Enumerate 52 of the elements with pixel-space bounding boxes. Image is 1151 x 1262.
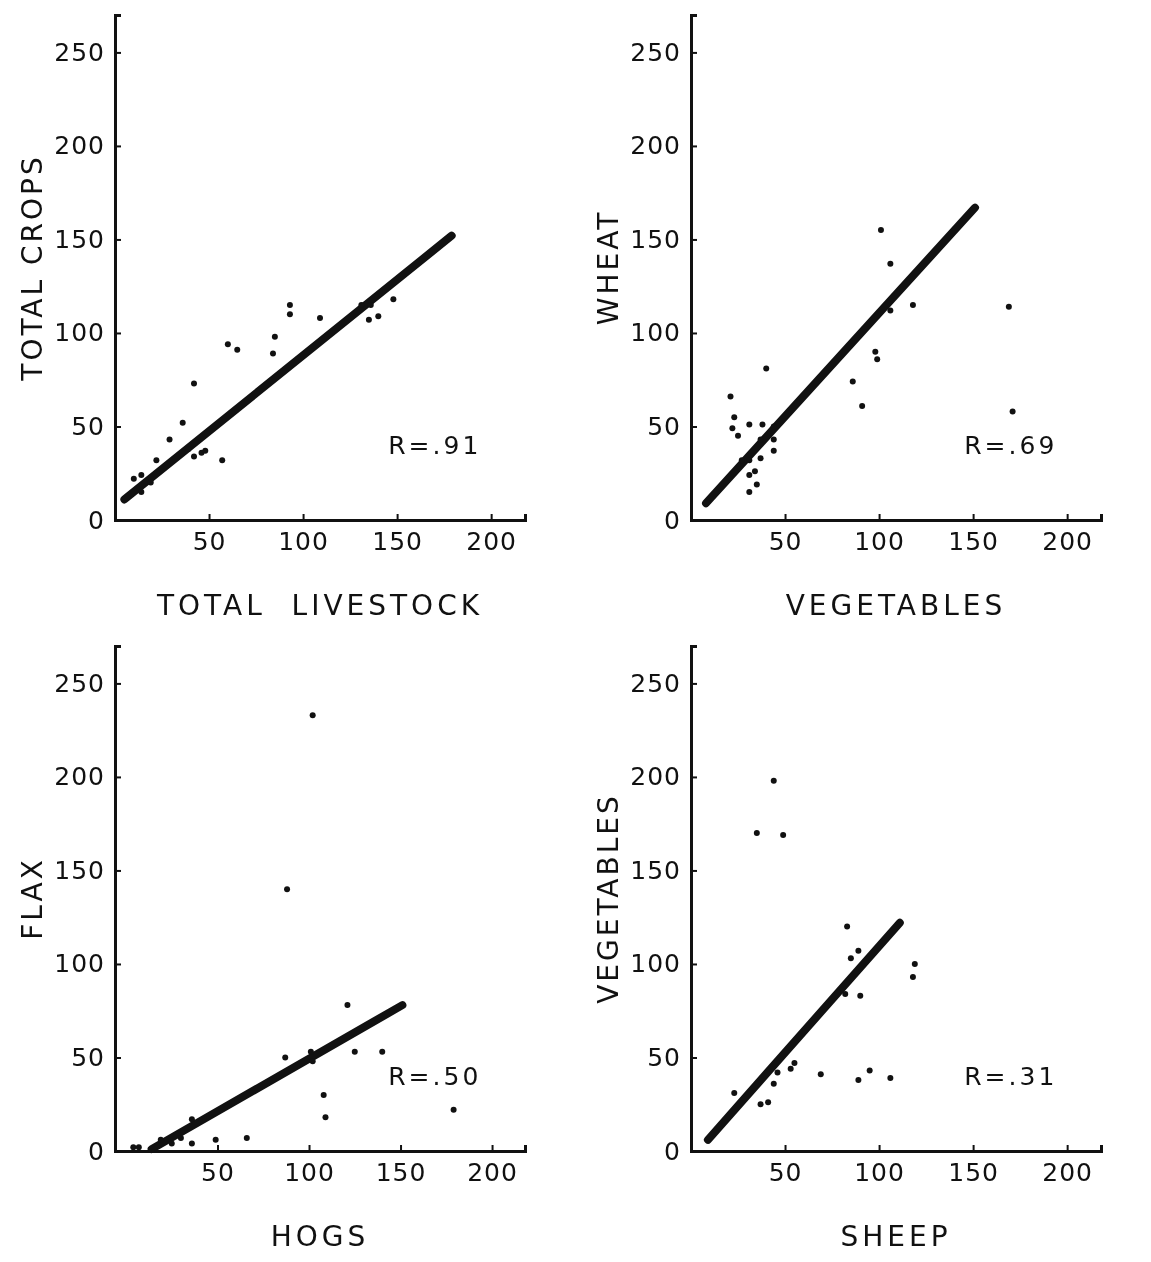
x-tick-label: 200	[1042, 1157, 1094, 1187]
y-tick-label: 150	[54, 224, 105, 254]
y-tick-label: 150	[630, 224, 681, 254]
x-axis-title: HOGS	[270, 1220, 370, 1253]
y-tick-label: 200	[54, 131, 105, 161]
x-tick-label: 150	[375, 1157, 427, 1187]
y-tick-label: 100	[54, 949, 105, 979]
y-tick-label: 200	[630, 762, 681, 792]
y-tick-label: 250	[54, 668, 105, 698]
y-tick-label: 50	[71, 1042, 105, 1072]
x-axis-title: VEGETABLES	[785, 589, 1007, 622]
y-tick-label: 100	[630, 318, 681, 348]
annotation: R=.69	[964, 431, 1058, 461]
x-axis-title: TOTAL LIVESTOCK	[155, 589, 484, 622]
x-tick-label: 50	[192, 526, 227, 556]
x-tick-label: 100	[854, 1157, 905, 1187]
y-tick-label: 150	[54, 855, 105, 885]
annotation: R=.50	[388, 1062, 482, 1092]
y-tick-label: 100	[54, 318, 105, 348]
x-tick-label: 100	[278, 526, 329, 556]
y-tick-label: 250	[54, 37, 105, 67]
y-tick-label: 200	[630, 131, 681, 161]
x-tick-label: 200	[467, 1157, 518, 1187]
annotation: R=.91	[388, 431, 482, 461]
x-tick-label: 50	[201, 1157, 235, 1187]
y-tick-label: 200	[54, 762, 105, 792]
y-tick-label: 100	[630, 949, 681, 979]
x-tick-label: 200	[466, 526, 518, 556]
y-axis-title: FLAX	[16, 857, 49, 940]
y-tick-label: 0	[88, 505, 105, 535]
x-axis-title: SHEEP	[840, 1220, 952, 1253]
x-tick-label: 50	[768, 526, 803, 556]
y-tick-label: 50	[647, 411, 681, 441]
x-tick-label: 50	[768, 1157, 803, 1187]
y-tick-label: 150	[630, 855, 681, 885]
y-axis-title: VEGETABLES	[592, 793, 625, 1004]
y-tick-label: 50	[647, 1042, 681, 1072]
y-tick-label: 250	[630, 668, 681, 698]
y-axis-title: TOTAL CROPS	[16, 154, 49, 382]
x-tick-label: 150	[372, 526, 423, 556]
annotation: R=.31	[964, 1062, 1058, 1092]
x-tick-label: 150	[948, 1157, 999, 1187]
y-tick-label: 0	[88, 1136, 105, 1166]
y-tick-label: 0	[664, 1136, 681, 1166]
y-tick-label: 250	[630, 37, 681, 67]
y-tick-label: 0	[664, 505, 681, 535]
x-tick-label: 150	[948, 526, 999, 556]
y-axis-title: WHEAT	[592, 209, 625, 326]
x-tick-label: 100	[854, 526, 905, 556]
x-tick-label: 100	[284, 1157, 335, 1187]
x-tick-label: 200	[1042, 526, 1094, 556]
y-tick-label: 50	[71, 411, 105, 441]
